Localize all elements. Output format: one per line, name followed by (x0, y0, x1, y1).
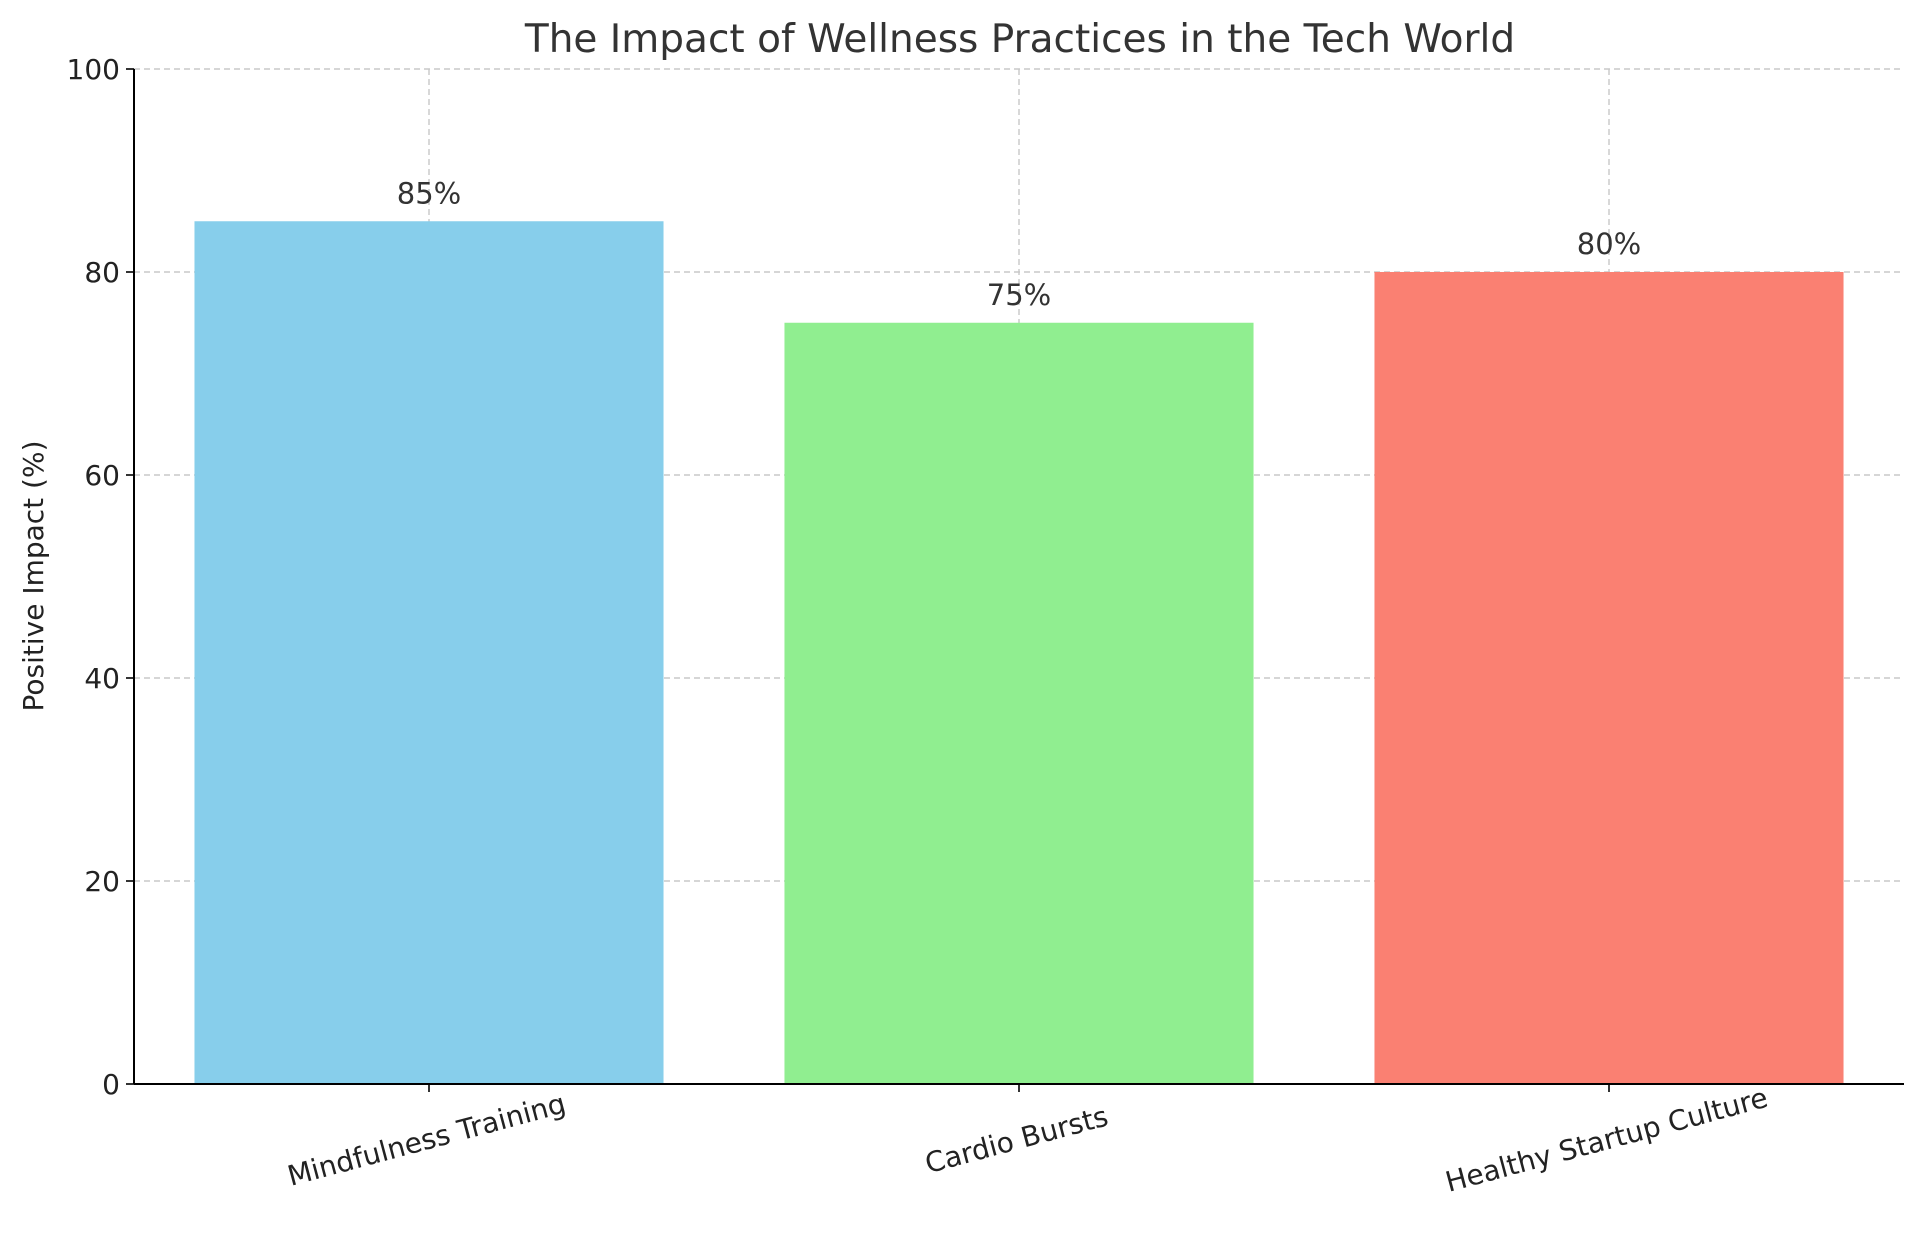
x-tick-label: Healthy Startup Culture (1442, 1081, 1771, 1199)
bar-value-label: 85% (397, 176, 461, 210)
y-tick-label: 100 (67, 53, 120, 86)
bar (194, 221, 664, 1084)
y-axis-label: Positive Impact (%) (17, 440, 50, 711)
y-tick-label: 40 (84, 662, 120, 695)
y-tick-label: 0 (102, 1068, 120, 1101)
x-tick-label: Cardio Bursts (922, 1100, 1112, 1181)
bar (784, 322, 1254, 1084)
bars (194, 221, 1844, 1084)
bar (1374, 272, 1844, 1084)
x-tick-label: Mindfulness Training (284, 1087, 569, 1193)
bar-value-label: 80% (1577, 227, 1641, 261)
bar-value-label: 75% (987, 278, 1051, 312)
y-tick-label: 60 (84, 459, 120, 492)
y-tick-label: 80 (84, 256, 120, 289)
y-tick-label: 20 (84, 865, 120, 898)
axes (126, 68, 1904, 1092)
data-labels: 85% 75% 80% (397, 176, 1641, 312)
chart-title: The Impact of Wellness Practices in the … (524, 17, 1515, 62)
